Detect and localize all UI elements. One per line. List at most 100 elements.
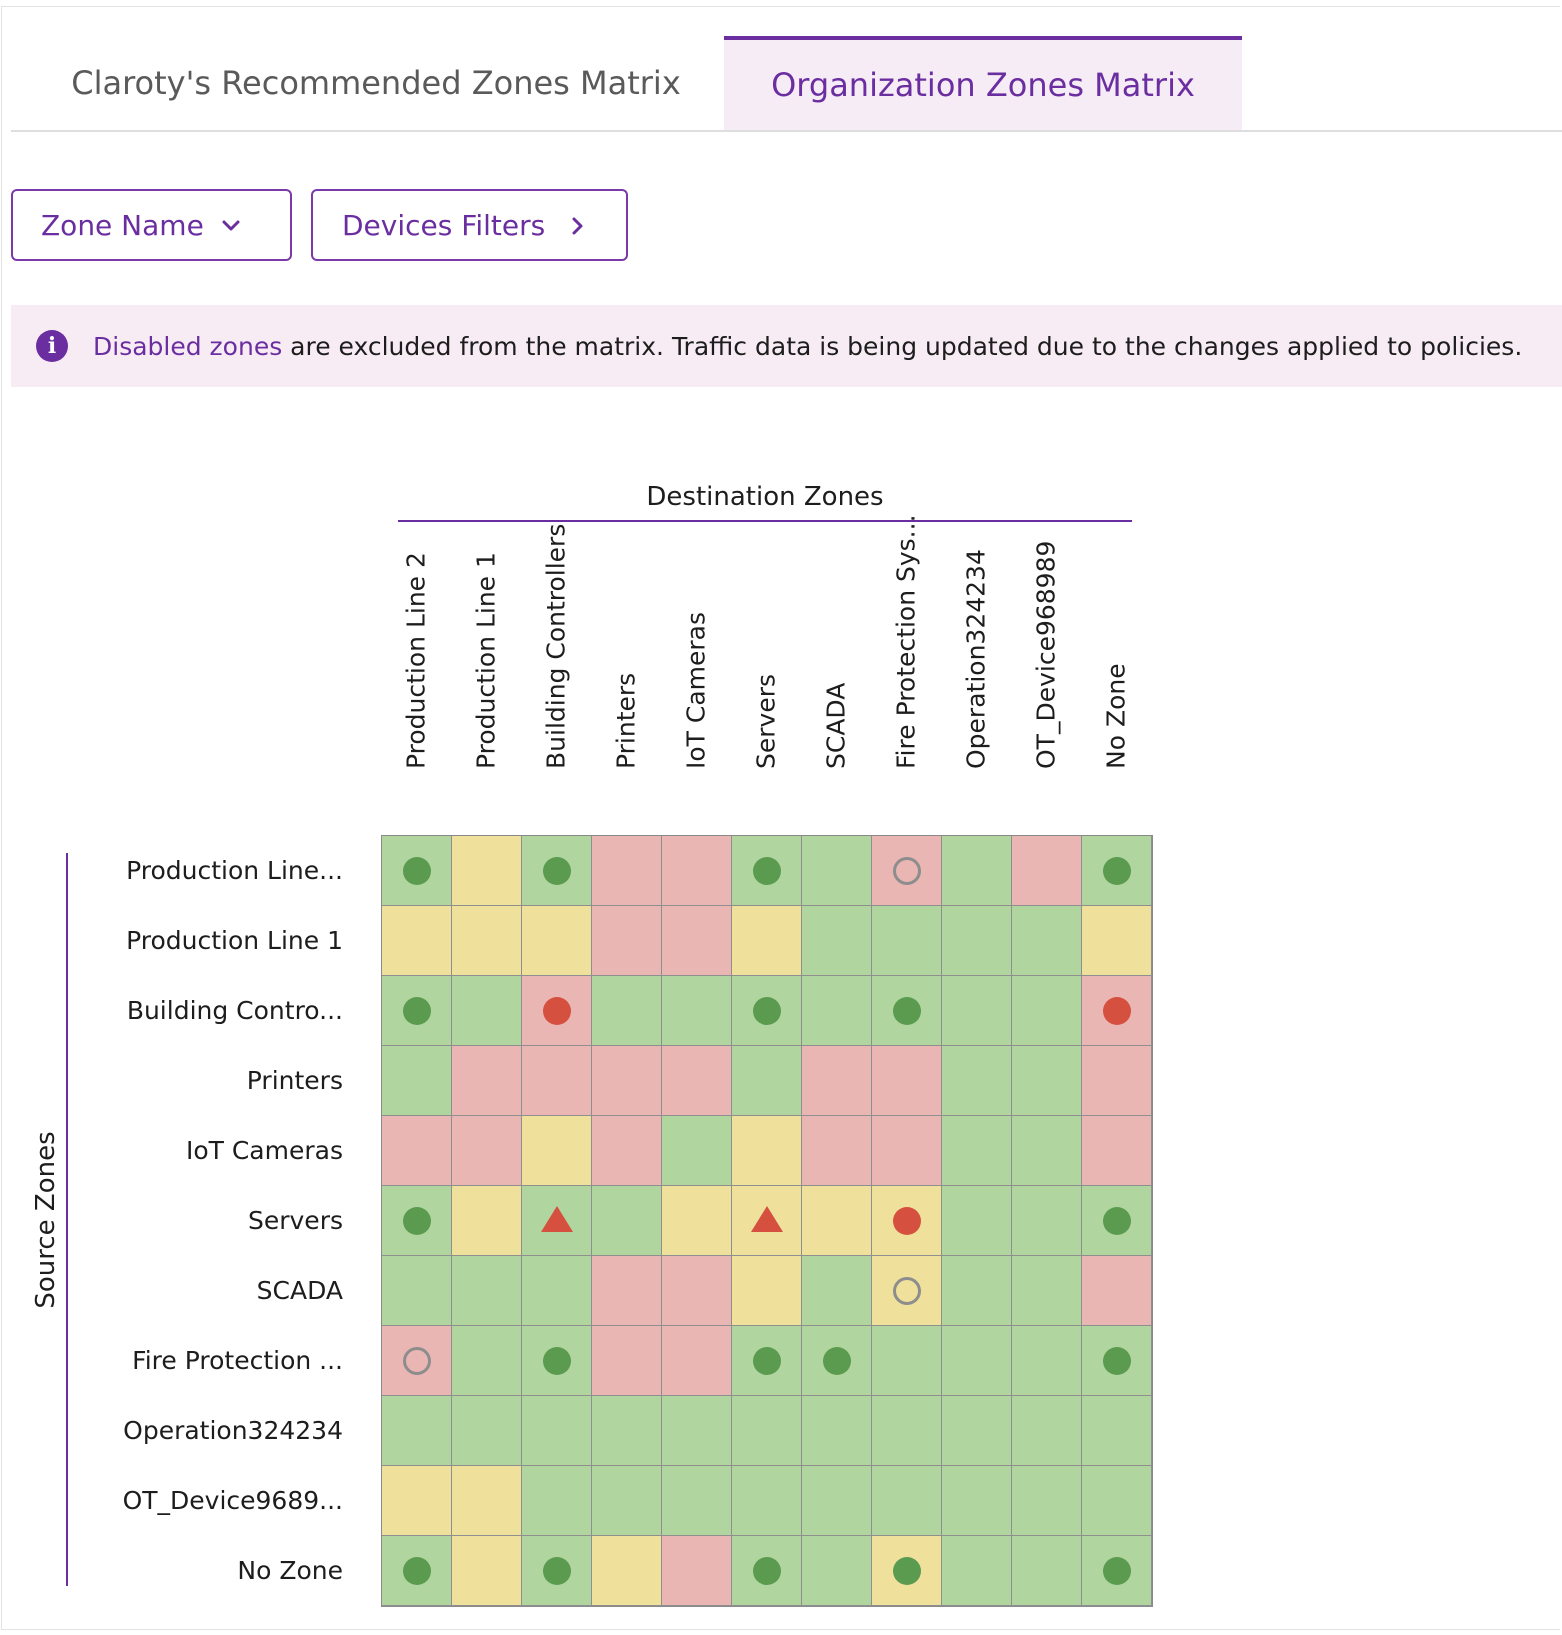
matrix-cell[interactable] bbox=[592, 1396, 662, 1466]
matrix-cell[interactable] bbox=[802, 1256, 872, 1326]
matrix-cell[interactable] bbox=[802, 1396, 872, 1466]
matrix-cell[interactable] bbox=[802, 1116, 872, 1186]
matrix-cell[interactable] bbox=[942, 1116, 1012, 1186]
matrix-cell[interactable] bbox=[452, 1396, 522, 1466]
matrix-cell[interactable] bbox=[942, 1396, 1012, 1466]
matrix-cell[interactable] bbox=[382, 1186, 452, 1256]
matrix-cell[interactable] bbox=[732, 906, 802, 976]
matrix-cell[interactable] bbox=[522, 836, 592, 906]
matrix-cell[interactable] bbox=[662, 1256, 732, 1326]
matrix-cell[interactable] bbox=[592, 1256, 662, 1326]
matrix-cell[interactable] bbox=[522, 1326, 592, 1396]
matrix-cell[interactable] bbox=[662, 1046, 732, 1116]
matrix-cell[interactable] bbox=[382, 1396, 452, 1466]
matrix-cell[interactable] bbox=[732, 1536, 802, 1606]
matrix-cell[interactable] bbox=[662, 906, 732, 976]
matrix-cell[interactable] bbox=[872, 1326, 942, 1396]
matrix-cell[interactable] bbox=[1082, 1186, 1152, 1256]
matrix-cell[interactable] bbox=[1082, 976, 1152, 1046]
matrix-cell[interactable] bbox=[382, 1116, 452, 1186]
matrix-cell[interactable] bbox=[452, 1256, 522, 1326]
matrix-cell[interactable] bbox=[1012, 1396, 1082, 1466]
matrix-cell[interactable] bbox=[662, 1466, 732, 1536]
zone-name-dropdown[interactable]: Zone Name bbox=[11, 189, 292, 261]
matrix-cell[interactable] bbox=[942, 1256, 1012, 1326]
matrix-cell[interactable] bbox=[872, 1536, 942, 1606]
matrix-cell[interactable] bbox=[592, 1186, 662, 1256]
matrix-cell[interactable] bbox=[942, 976, 1012, 1046]
matrix-cell[interactable] bbox=[452, 1466, 522, 1536]
matrix-cell[interactable] bbox=[592, 1326, 662, 1396]
matrix-cell[interactable] bbox=[522, 1396, 592, 1466]
tab-recommended-zones-matrix[interactable]: Claroty's Recommended Zones Matrix bbox=[71, 64, 681, 102]
matrix-cell[interactable] bbox=[382, 1466, 452, 1536]
matrix-cell[interactable] bbox=[382, 976, 452, 1046]
matrix-cell[interactable] bbox=[942, 1046, 1012, 1116]
matrix-cell[interactable] bbox=[872, 976, 942, 1046]
matrix-cell[interactable] bbox=[1082, 1046, 1152, 1116]
matrix-cell[interactable] bbox=[452, 836, 522, 906]
matrix-cell[interactable] bbox=[1082, 1256, 1152, 1326]
matrix-cell[interactable] bbox=[732, 976, 802, 1046]
matrix-cell[interactable] bbox=[1082, 1326, 1152, 1396]
matrix-cell[interactable] bbox=[1012, 906, 1082, 976]
matrix-cell[interactable] bbox=[452, 1186, 522, 1256]
matrix-cell[interactable] bbox=[452, 1536, 522, 1606]
matrix-cell[interactable] bbox=[382, 1536, 452, 1606]
matrix-cell[interactable] bbox=[732, 1396, 802, 1466]
matrix-cell[interactable] bbox=[942, 1186, 1012, 1256]
matrix-cell[interactable] bbox=[1082, 1116, 1152, 1186]
matrix-cell[interactable] bbox=[1012, 836, 1082, 906]
matrix-cell[interactable] bbox=[662, 1186, 732, 1256]
matrix-cell[interactable] bbox=[802, 1326, 872, 1396]
matrix-cell[interactable] bbox=[662, 1326, 732, 1396]
matrix-cell[interactable] bbox=[872, 1466, 942, 1536]
matrix-cell[interactable] bbox=[872, 1256, 942, 1326]
matrix-cell[interactable] bbox=[1012, 1186, 1082, 1256]
matrix-cell[interactable] bbox=[382, 836, 452, 906]
matrix-cell[interactable] bbox=[1012, 1256, 1082, 1326]
matrix-cell[interactable] bbox=[382, 1326, 452, 1396]
matrix-cell[interactable] bbox=[522, 1046, 592, 1116]
matrix-cell[interactable] bbox=[942, 906, 1012, 976]
matrix-cell[interactable] bbox=[452, 976, 522, 1046]
matrix-cell[interactable] bbox=[662, 1536, 732, 1606]
matrix-cell[interactable] bbox=[942, 1536, 1012, 1606]
matrix-cell[interactable] bbox=[802, 906, 872, 976]
matrix-cell[interactable] bbox=[1082, 906, 1152, 976]
matrix-cell[interactable] bbox=[382, 1046, 452, 1116]
matrix-cell[interactable] bbox=[1082, 836, 1152, 906]
matrix-cell[interactable] bbox=[522, 1256, 592, 1326]
matrix-cell[interactable] bbox=[942, 1326, 1012, 1396]
matrix-cell[interactable] bbox=[662, 1116, 732, 1186]
matrix-cell[interactable] bbox=[522, 1116, 592, 1186]
matrix-cell[interactable] bbox=[802, 1536, 872, 1606]
matrix-cell[interactable] bbox=[452, 1116, 522, 1186]
matrix-cell[interactable] bbox=[732, 1186, 802, 1256]
matrix-cell[interactable] bbox=[942, 1466, 1012, 1536]
matrix-cell[interactable] bbox=[452, 1326, 522, 1396]
matrix-cell[interactable] bbox=[1082, 1396, 1152, 1466]
matrix-cell[interactable] bbox=[522, 976, 592, 1046]
matrix-cell[interactable] bbox=[592, 1046, 662, 1116]
matrix-cell[interactable] bbox=[592, 1536, 662, 1606]
matrix-cell[interactable] bbox=[802, 1186, 872, 1256]
matrix-cell[interactable] bbox=[382, 906, 452, 976]
matrix-cell[interactable] bbox=[1012, 1466, 1082, 1536]
matrix-cell[interactable] bbox=[662, 1396, 732, 1466]
matrix-cell[interactable] bbox=[1012, 1536, 1082, 1606]
matrix-cell[interactable] bbox=[522, 1466, 592, 1536]
matrix-cell[interactable] bbox=[872, 1186, 942, 1256]
matrix-cell[interactable] bbox=[1012, 1116, 1082, 1186]
matrix-cell[interactable] bbox=[802, 1466, 872, 1536]
matrix-cell[interactable] bbox=[452, 1046, 522, 1116]
disabled-zones-link[interactable]: Disabled zones bbox=[93, 331, 283, 361]
matrix-cell[interactable] bbox=[802, 1046, 872, 1116]
matrix-cell[interactable] bbox=[872, 1396, 942, 1466]
matrix-cell[interactable] bbox=[872, 1046, 942, 1116]
matrix-cell[interactable] bbox=[522, 906, 592, 976]
matrix-cell[interactable] bbox=[732, 1256, 802, 1326]
matrix-cell[interactable] bbox=[942, 836, 1012, 906]
matrix-cell[interactable] bbox=[732, 1046, 802, 1116]
matrix-cell[interactable] bbox=[1012, 1046, 1082, 1116]
